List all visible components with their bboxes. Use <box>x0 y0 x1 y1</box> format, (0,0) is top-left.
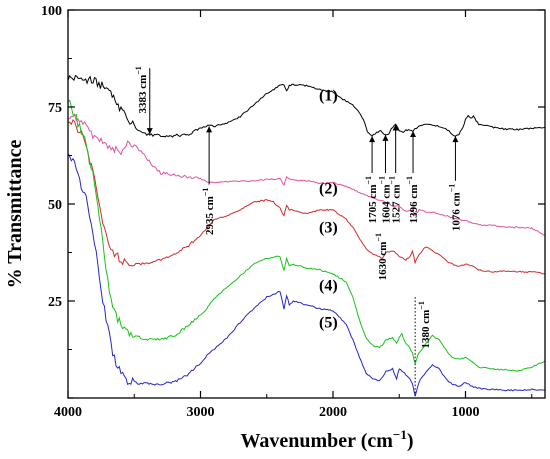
y-tick-label: 75 <box>48 101 62 116</box>
annotation-label-text: 1527 cm <box>391 185 403 224</box>
annotation-2: 1705 cm−1 <box>364 136 379 223</box>
x-axis-title-sup: −1 <box>393 427 407 442</box>
annotation-label-sup: −1 <box>377 176 386 185</box>
annotation-label-text: 1076 cm <box>450 192 462 231</box>
series-line-5 <box>67 153 546 397</box>
series-label-3: (3) <box>319 219 338 236</box>
annotation-arrowhead <box>410 131 417 138</box>
annotation-label-text: 1604 cm <box>380 185 392 224</box>
series-layer: (1) (2) (3) (4) (5) <box>67 74 546 397</box>
y-tick-label: 50 <box>48 198 62 213</box>
annotation-label-sup: −1 <box>374 233 383 242</box>
annotation-4: 1527 cm−1 <box>388 124 403 223</box>
annotation-5: 1396 cm−1 <box>405 131 420 223</box>
axes-layer: 4000 3000 2000 1000 25 50 75 100 <box>41 4 546 420</box>
annotation-label: 1630 cm−1 <box>374 233 389 280</box>
annotation-label-sup: −1 <box>447 184 456 193</box>
x-axis-title-close: ) <box>407 430 414 452</box>
annotation-1: 2935 cm−1 <box>201 126 216 235</box>
annotation-7: 1630 cm−1 <box>374 233 389 280</box>
annotation-label: 3383 cm−1 <box>134 66 149 113</box>
series-label-2: (2) <box>319 180 338 197</box>
x-tick-label: 2000 <box>319 405 347 420</box>
annotation-label-text: 1705 cm <box>367 185 379 224</box>
annotation-label: 2935 cm−1 <box>201 188 216 235</box>
annotation-label: 1527 cm−1 <box>388 176 403 223</box>
annotation-label: 1380 cm−1 <box>417 301 432 348</box>
annotation-label-text: 1630 cm <box>377 242 389 281</box>
x-tick-label: 4000 <box>54 405 82 420</box>
annotation-0: 3383 cm−1 <box>134 66 153 135</box>
annotation-label-text: 1396 cm <box>408 185 420 224</box>
y-tick-label: 25 <box>48 295 62 310</box>
annotation-arrowhead <box>369 136 376 143</box>
annotation-label: 1705 cm−1 <box>364 176 379 223</box>
annotation-label: 1076 cm−1 <box>447 184 462 231</box>
annotation-arrowhead <box>206 126 213 133</box>
annotation-label-text: 2935 cm <box>204 196 216 235</box>
annotation-arrowhead <box>146 128 153 135</box>
y-tick-label: 100 <box>41 4 62 19</box>
annotation-label: 1396 cm−1 <box>405 176 420 223</box>
annotation-arrowhead <box>392 124 399 131</box>
y-axis-title: % Transmittance <box>4 140 26 289</box>
series-line-1 <box>67 74 546 138</box>
annotation-label-text: 3383 cm <box>137 75 149 114</box>
annotation-3: 1604 cm−1 <box>377 134 392 223</box>
annotation-label: 1604 cm−1 <box>377 176 392 223</box>
series-line-4 <box>67 99 546 372</box>
series-line-2 <box>67 113 546 236</box>
series-line-3 <box>67 119 546 275</box>
annotation-6: 1076 cm−1 <box>447 136 462 231</box>
annotation-arrowhead <box>382 134 389 141</box>
x-tick-label: 1000 <box>452 405 480 420</box>
annotation-label-sup: −1 <box>388 176 397 185</box>
annotation-arrowhead <box>452 136 459 143</box>
annotation-label-sup: −1 <box>405 176 414 185</box>
series-label-1: (1) <box>319 87 338 104</box>
series-label-5: (5) <box>319 314 338 331</box>
x-tick-label: 3000 <box>187 405 215 420</box>
annotation-label-text: 1380 cm <box>420 310 432 349</box>
series-label-4: (4) <box>319 277 338 294</box>
annotation-label-sup: −1 <box>417 301 426 310</box>
annotation-8: 1380 cm−1 <box>414 297 432 397</box>
x-axis-title: Wavenumber (cm−1) <box>241 427 414 452</box>
annotation-label-sup: −1 <box>201 188 210 197</box>
annotation-label-sup: −1 <box>134 66 143 75</box>
annotation-label-sup: −1 <box>364 176 373 185</box>
x-axis-title-main: Wavenumber (cm <box>241 430 394 452</box>
